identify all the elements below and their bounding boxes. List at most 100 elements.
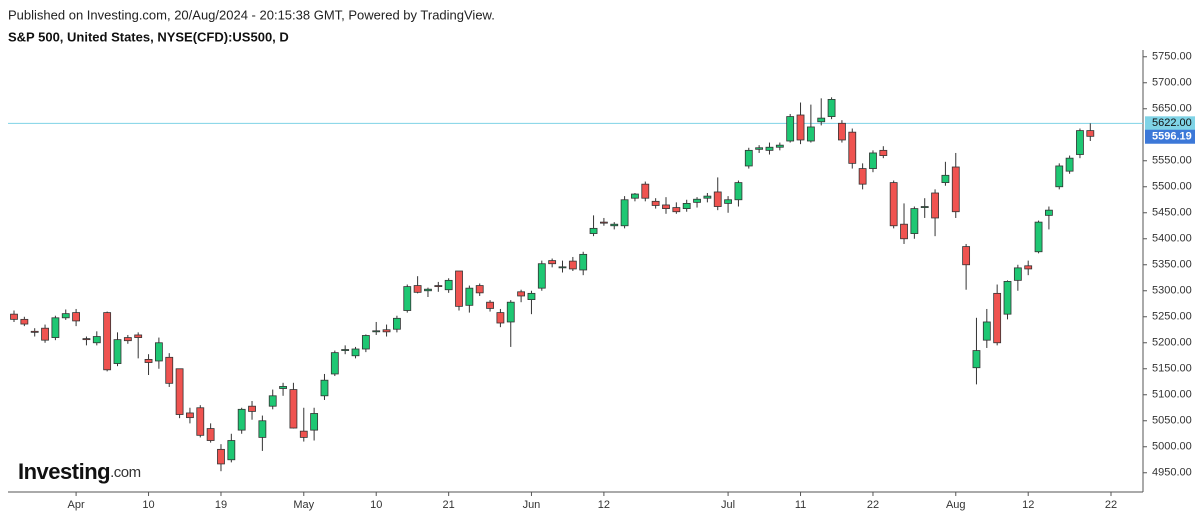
y-tick-label: 5700.00 — [1152, 77, 1192, 89]
candle-body — [982, 321, 991, 341]
candle-body — [175, 368, 184, 415]
logo-suffix: .com — [110, 464, 141, 481]
y-tick-label: 5500.00 — [1152, 181, 1192, 193]
candle-body — [372, 330, 381, 333]
y-tick-label: 5000.00 — [1152, 441, 1192, 453]
candle-body — [465, 287, 474, 306]
x-tick-label: 22 — [1105, 499, 1117, 511]
candle-body — [713, 191, 722, 207]
candle-body — [393, 317, 401, 330]
candle-body — [496, 312, 505, 324]
candle-body — [10, 313, 18, 320]
logo-name: Investing — [18, 459, 110, 484]
candle-body — [869, 152, 877, 169]
candle-body — [82, 338, 91, 341]
candle-body — [827, 99, 836, 117]
candle-body — [361, 335, 370, 350]
candle-body — [330, 352, 339, 375]
candle-body — [320, 379, 329, 397]
candle-body — [599, 221, 608, 224]
candle-body — [186, 412, 194, 419]
candle-body — [806, 126, 815, 142]
candle-body — [1034, 221, 1043, 253]
candle-body — [299, 430, 308, 438]
candle-body — [838, 122, 846, 141]
candle-body — [900, 223, 908, 240]
candle-body — [1003, 280, 1012, 315]
candle-body — [248, 405, 256, 412]
candle-body — [651, 200, 660, 206]
candle-body — [20, 318, 29, 325]
candle-body — [848, 131, 857, 164]
candle-body — [910, 208, 919, 234]
candle-body — [61, 313, 70, 319]
y-tick-label: 5650.00 — [1152, 103, 1192, 115]
candle-body — [755, 147, 764, 150]
candle-body — [154, 342, 163, 362]
candle-body — [703, 195, 712, 199]
x-tick-label: 11 — [795, 499, 806, 511]
candle-body — [341, 349, 350, 351]
candle-body — [610, 223, 619, 227]
candle-body — [134, 334, 143, 338]
candle-body — [620, 199, 629, 227]
candle-body — [217, 448, 225, 465]
candle-body — [92, 336, 101, 344]
candle-body — [289, 389, 298, 429]
candle-body — [527, 292, 536, 300]
candle-body — [537, 263, 546, 289]
candle-body — [1086, 130, 1095, 137]
last-price-tag — [1145, 129, 1195, 144]
candle-body — [113, 339, 122, 364]
y-tick-label: 4950.00 — [1152, 467, 1192, 479]
x-tick-label: May — [293, 499, 314, 511]
candle-body — [144, 358, 153, 363]
candle-body — [103, 312, 112, 371]
candle-body — [165, 356, 174, 384]
price-line-label: 5622.00 — [1152, 117, 1192, 129]
candle-body — [993, 292, 1002, 344]
y-tick-label: 5150.00 — [1152, 363, 1192, 375]
candle-body — [931, 192, 939, 219]
candle-body — [724, 199, 732, 204]
candle-body — [682, 202, 691, 209]
candle-body — [734, 182, 743, 201]
candle-body — [941, 174, 950, 184]
price-line-tag — [1145, 116, 1195, 131]
candle-body — [858, 168, 867, 185]
x-tick-label: Apr — [68, 499, 85, 511]
candle-body — [951, 166, 960, 213]
candle-body — [1065, 157, 1074, 172]
y-tick-label: 5400.00 — [1152, 233, 1192, 245]
candle-body — [579, 253, 588, 271]
candle-body — [558, 266, 567, 269]
candle-body — [765, 146, 774, 151]
y-tick-label: 5550.00 — [1152, 155, 1192, 167]
candle-body — [693, 198, 701, 203]
candle-body — [455, 270, 463, 307]
candle-body — [403, 286, 412, 311]
candle-body — [486, 301, 494, 309]
candle-body — [30, 330, 39, 333]
candle-body — [444, 279, 453, 291]
y-tick-label: 5100.00 — [1152, 389, 1192, 401]
x-tick-label: 12 — [1022, 499, 1034, 511]
candle-body — [72, 312, 80, 322]
candle-body — [123, 337, 132, 342]
header: Published on Investing.com, 20/Aug/2024 … — [8, 7, 495, 22]
x-tick-label: 10 — [370, 499, 382, 511]
candle-body — [279, 386, 287, 389]
candle-body — [1013, 267, 1022, 281]
candle-body — [1024, 265, 1033, 270]
x-tick-label: Jul — [721, 499, 735, 511]
x-tick-label: 10 — [142, 499, 154, 511]
x-tick-label: Jun — [523, 499, 541, 511]
candle-body — [817, 117, 826, 123]
y-tick-label: 5250.00 — [1152, 311, 1192, 323]
candle-body — [227, 440, 236, 461]
candle-body — [434, 285, 443, 287]
x-tick-label: Aug — [946, 499, 966, 511]
candle-body — [237, 408, 246, 431]
candle-body — [424, 288, 432, 292]
y-tick-label: 5350.00 — [1152, 259, 1192, 271]
